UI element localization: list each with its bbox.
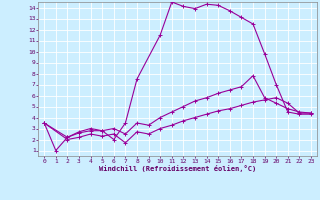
X-axis label: Windchill (Refroidissement éolien,°C): Windchill (Refroidissement éolien,°C) (99, 165, 256, 172)
